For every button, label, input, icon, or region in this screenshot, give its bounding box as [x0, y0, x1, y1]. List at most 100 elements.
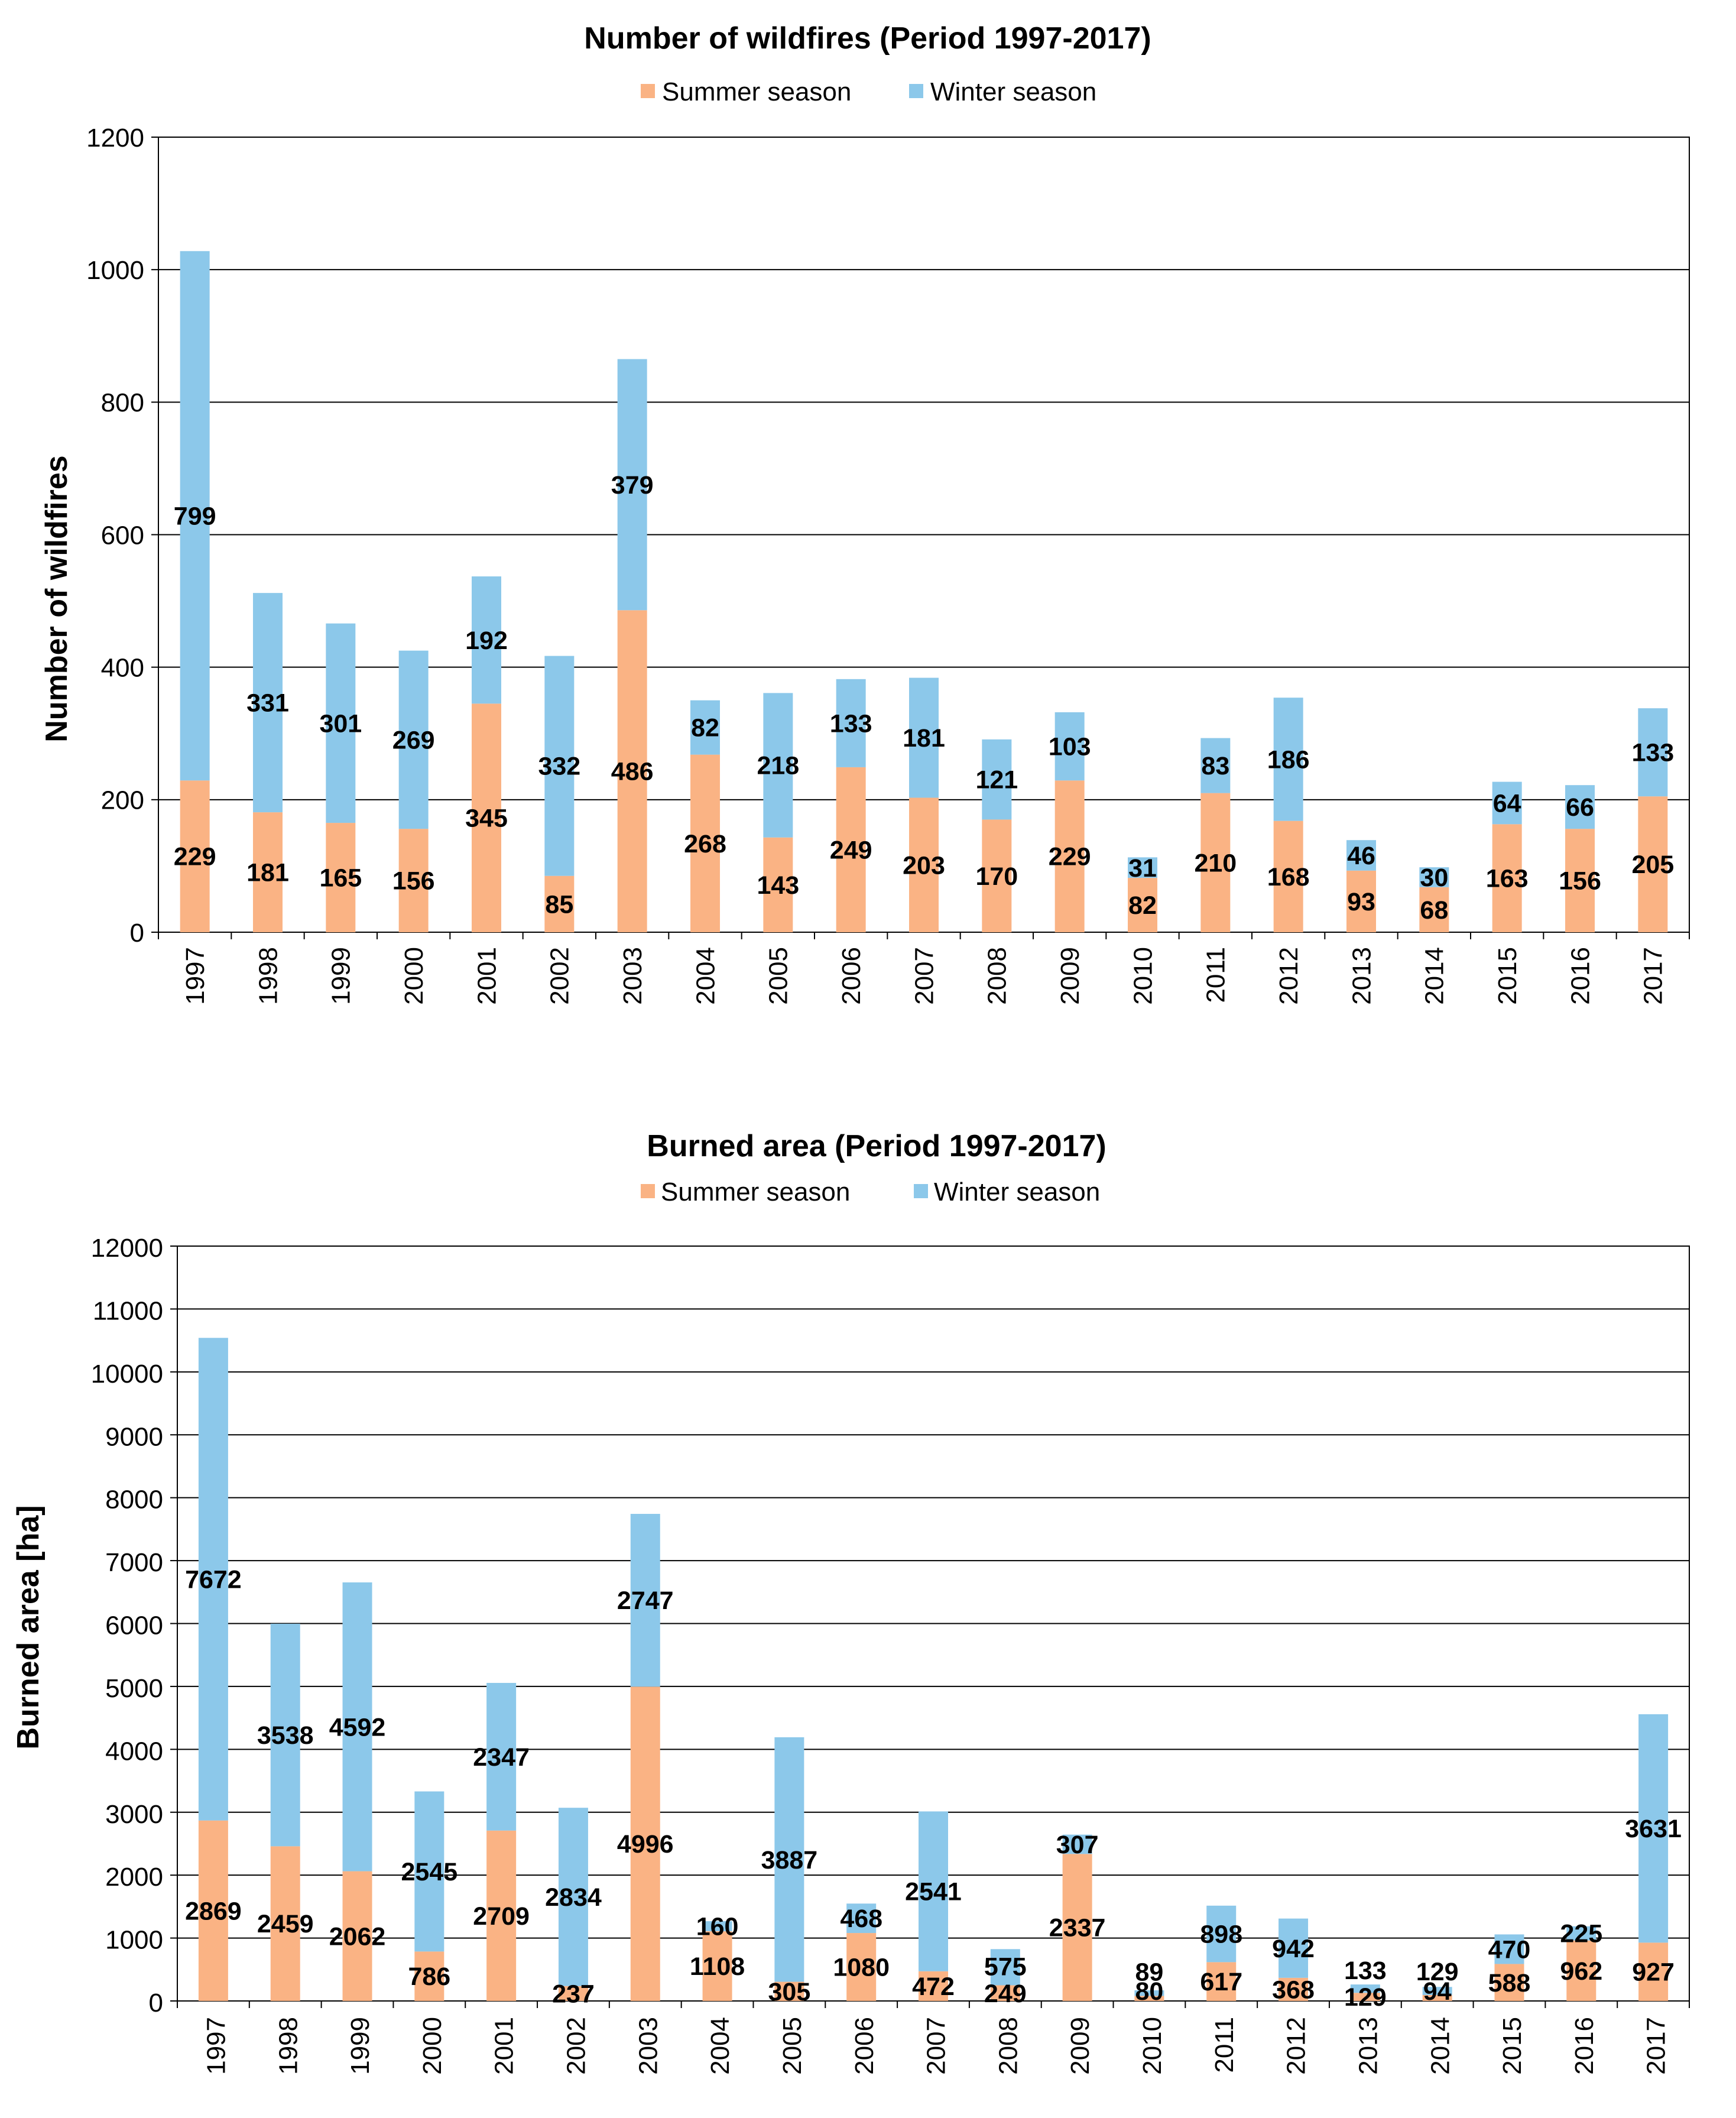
bar-winter-2011 [1206, 1905, 1237, 1963]
bar-winter-2014 [1422, 1987, 1452, 1995]
bar-winter-2000 [398, 650, 429, 829]
bar-summer-2009 [1054, 780, 1085, 932]
data-label-winter: 121 [975, 766, 1018, 794]
bar-winter-2013 [1346, 840, 1376, 871]
bar-winter-2010 [1134, 1990, 1164, 1996]
data-label-winter: 307 [1056, 1831, 1099, 1859]
data-label-summer: 268 [684, 830, 726, 858]
data-label-summer: 80 [1135, 1977, 1164, 2006]
data-label-winter: 30 [1420, 864, 1448, 892]
bar-winter-1998 [253, 593, 283, 813]
bar-summer-1998 [270, 1846, 300, 2001]
y-tick-label: 400 [101, 654, 144, 683]
bar-winter-1999 [326, 623, 356, 823]
bar-winter-1998 [270, 1623, 300, 1847]
bar-winter-2013 [1350, 1984, 1380, 1993]
data-label-winter: 3887 [761, 1846, 818, 1874]
x-tick-label: 2017 [1639, 947, 1668, 1005]
data-label-winter: 186 [1267, 746, 1310, 774]
data-label-summer: 1080 [833, 1954, 890, 1982]
y-tick-label: 800 [101, 388, 144, 417]
y-tick-label: 2000 [105, 1863, 163, 1892]
data-label-winter: 160 [696, 1913, 739, 1941]
bar-summer-2014 [1419, 887, 1449, 932]
data-label-winter: 470 [1488, 1935, 1531, 1964]
bar-winter-2001 [472, 576, 501, 704]
data-label-summer: 617 [1200, 1968, 1242, 1996]
x-tick-label: 2010 [1138, 2017, 1167, 2075]
x-tick-label: 1999 [327, 947, 356, 1005]
chart-2-y-axis-label: Burned area [ha] [11, 1505, 46, 1749]
bar-winter-2006 [836, 679, 866, 767]
data-label-summer: 237 [552, 1980, 595, 2008]
x-tick-label: 1997 [181, 947, 210, 1005]
bar-summer-2007 [919, 1971, 948, 2001]
data-label-summer: 2062 [329, 1922, 386, 1951]
y-tick-label: 1200 [86, 124, 144, 153]
x-tick-label: 2007 [922, 2017, 951, 2075]
data-label-summer: 156 [1559, 867, 1601, 896]
data-label-winter: 331 [246, 689, 289, 718]
bar-summer-2010 [1134, 1996, 1164, 2001]
data-label-winter: 181 [903, 724, 945, 753]
bar-winter-2004 [702, 1921, 732, 1932]
bar-winter-2017 [1638, 708, 1668, 797]
x-tick-label: 2005 [778, 2017, 807, 2075]
data-label-winter: 468 [840, 1905, 882, 1933]
data-label-winter: 269 [392, 726, 435, 754]
y-tick-label: 7000 [105, 1548, 163, 1577]
legend-2-summer-label: Summer season [661, 1178, 850, 1206]
chart-1-y-axis-label: Number of wildfires [40, 455, 74, 742]
y-tick-label: 4000 [105, 1737, 163, 1766]
bar-winter-2009 [1062, 1834, 1092, 1854]
bar-summer-2002 [544, 875, 575, 932]
chart-1-legend: Summer season Winter season [641, 77, 1096, 106]
bar-summer-2008 [990, 1985, 1020, 2001]
bar-winter-2008 [982, 739, 1012, 820]
y-tick-label: 10000 [91, 1360, 163, 1389]
y-tick-label: 8000 [105, 1485, 163, 1514]
data-label-winter: 379 [611, 471, 654, 500]
bar-summer-2010 [1128, 878, 1157, 932]
y-tick-label: 5000 [105, 1674, 163, 1703]
data-label-summer: 82 [1128, 891, 1157, 920]
bar-summer-1997 [198, 1820, 228, 2001]
data-label-winter: 83 [1201, 752, 1229, 780]
data-label-winter: 2834 [545, 1883, 602, 1912]
legend-1-summer-swatch [641, 84, 655, 98]
data-label-winter: 799 [174, 502, 216, 531]
data-label-summer: 486 [611, 758, 654, 786]
data-label-summer: 305 [768, 1978, 811, 2006]
x-tick-label: 2006 [837, 947, 866, 1005]
bar-summer-2005 [763, 837, 793, 932]
y-tick-label: 600 [101, 521, 144, 550]
legend-1-winter-swatch [909, 84, 923, 98]
bar-summer-2014 [1422, 1994, 1452, 2001]
y-tick-label: 0 [149, 1989, 163, 2018]
data-label-summer: 168 [1267, 863, 1310, 891]
data-label-winter: 103 [1049, 733, 1091, 761]
data-label-winter: 89 [1135, 1958, 1164, 1987]
x-tick-label: 1999 [346, 2017, 375, 2075]
x-tick-label: 2012 [1274, 947, 1303, 1005]
data-label-winter: 301 [319, 709, 362, 738]
bar-summer-1998 [253, 812, 283, 932]
data-label-summer: 2337 [1049, 1914, 1106, 1942]
chart-burned-area: Burned area (Period 1997-2017) Summer se… [11, 1129, 1690, 2075]
bar-summer-1999 [342, 1871, 372, 2001]
chart-1-title: Number of wildfires (Period 1997-2017) [584, 21, 1151, 56]
bar-winter-2012 [1273, 698, 1303, 821]
bar-winter-2010 [1128, 857, 1157, 878]
bar-summer-2011 [1206, 1962, 1237, 2001]
bar-winter-2016 [1565, 785, 1595, 829]
data-label-summer: 249 [830, 836, 872, 865]
bar-summer-2016 [1565, 829, 1595, 932]
bar-summer-2016 [1566, 1940, 1597, 2001]
x-tick-label: 2013 [1347, 947, 1376, 1005]
data-label-winter: 82 [691, 714, 719, 742]
bar-winter-2015 [1492, 781, 1522, 825]
data-label-summer: 249 [984, 1980, 1027, 2008]
data-label-summer: 345 [465, 805, 508, 833]
chart-2-title: Burned area (Period 1997-2017) [647, 1129, 1106, 1163]
data-label-summer: 85 [545, 890, 573, 919]
